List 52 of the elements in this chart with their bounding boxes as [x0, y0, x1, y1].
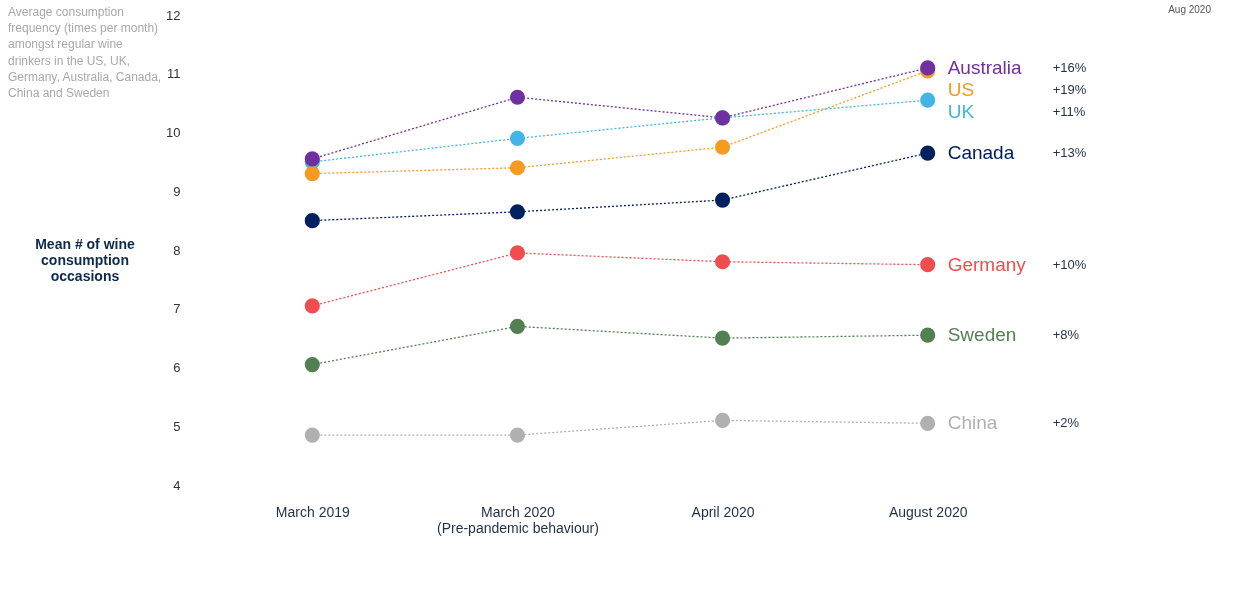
- text: +13%: [1052, 145, 1087, 161]
- text: +16%: [1052, 59, 1087, 75]
- point: [304, 298, 320, 314]
- y-axis-title: Mean # of wine consumption occasions: [34, 236, 136, 284]
- series-label: China: [947, 412, 998, 434]
- x-tick-label: March 2020 (Pre-pandemic behaviour): [437, 503, 599, 536]
- series-label: Australia: [947, 56, 1023, 78]
- point: [304, 356, 320, 373]
- series-label: UK: [947, 100, 975, 122]
- point: [509, 245, 526, 261]
- x-tick-label: August 2020: [888, 503, 968, 520]
- point: [920, 257, 936, 273]
- point: [920, 415, 936, 431]
- point: [509, 204, 526, 220]
- text: +10%: [1052, 256, 1087, 272]
- series-label: Germany: [947, 253, 1027, 275]
- y-tick-label: 5: [173, 418, 181, 434]
- point: [509, 427, 526, 443]
- y-tick-label: 12: [166, 7, 181, 23]
- y-tick-label: 10: [166, 125, 181, 140]
- point: [920, 92, 936, 108]
- point: [509, 318, 526, 334]
- series-label: Sweden: [947, 324, 1017, 346]
- point: [920, 327, 936, 343]
- y-tick-label: 7: [173, 301, 181, 317]
- x-tick-label: March 2019: [275, 503, 350, 520]
- text: +8%: [1052, 327, 1080, 343]
- point: [714, 254, 731, 270]
- y-tick-label: 4: [173, 477, 181, 493]
- point: [304, 213, 320, 229]
- point: [304, 427, 320, 443]
- point: [714, 330, 731, 346]
- y-tick-label: 9: [173, 183, 181, 199]
- point: [304, 166, 320, 182]
- text: +19%: [1052, 81, 1087, 97]
- point: [509, 130, 526, 146]
- text: Aug 2020: [1168, 4, 1211, 15]
- series-label: Canada: [947, 142, 1015, 164]
- y-tick-label: 11: [167, 66, 181, 82]
- y-tick-label: 6: [173, 360, 181, 375]
- point: [920, 145, 936, 161]
- point: [714, 412, 731, 428]
- point: [714, 192, 731, 208]
- x-tick-label: April 2020: [691, 503, 755, 520]
- text: +11%: [1052, 103, 1086, 119]
- point: [509, 89, 526, 105]
- y-tick-label: 8: [173, 242, 181, 258]
- text: +2%: [1052, 415, 1080, 431]
- text: Average consumption frequency (times per month) amongst regular wine drinkers in the US, UK, Germany, Australia, Canada, China and Sweden: [8, 4, 163, 102]
- point: [714, 139, 731, 155]
- series-label: US: [947, 78, 975, 100]
- point: [509, 160, 526, 176]
